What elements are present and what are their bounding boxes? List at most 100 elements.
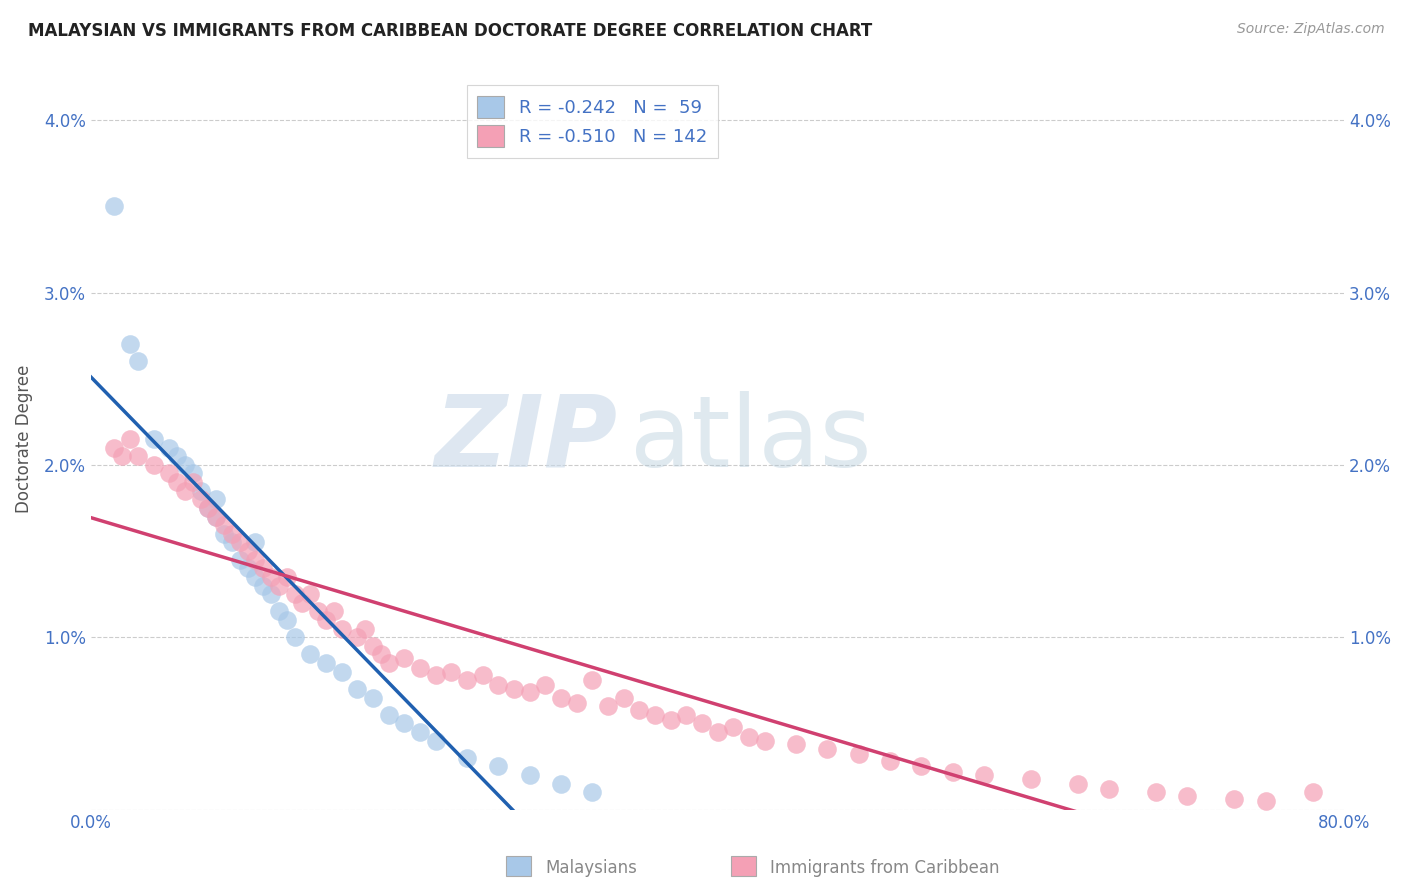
Point	[267, 604, 290, 618]
Point	[315, 656, 337, 670]
Point	[190, 483, 212, 498]
Point	[377, 656, 399, 670]
Point	[519, 685, 541, 699]
Text: ZIP: ZIP	[434, 391, 617, 488]
Text: Source: ZipAtlas.com: Source: ZipAtlas.com	[1237, 22, 1385, 37]
Point	[754, 733, 776, 747]
Point	[628, 703, 651, 717]
Point	[613, 690, 636, 705]
Point	[1098, 781, 1121, 796]
Point	[212, 518, 235, 533]
Point	[409, 725, 432, 739]
Point	[519, 768, 541, 782]
Point	[644, 707, 666, 722]
Point	[236, 544, 259, 558]
Point	[322, 604, 344, 618]
Point	[260, 587, 283, 601]
Point	[370, 648, 392, 662]
Point	[157, 441, 180, 455]
Point	[330, 622, 353, 636]
Point	[471, 668, 494, 682]
Point	[1302, 785, 1324, 799]
Point	[1223, 792, 1246, 806]
Point	[1144, 785, 1167, 799]
Point	[221, 526, 243, 541]
Point	[1019, 772, 1042, 786]
Point	[377, 707, 399, 722]
Point	[675, 707, 697, 722]
Point	[174, 458, 197, 472]
Point	[394, 716, 416, 731]
Point	[596, 699, 619, 714]
Point	[486, 678, 509, 692]
Point	[221, 535, 243, 549]
Legend: R = -0.242   N =  59, R = -0.510   N = 142: R = -0.242 N = 59, R = -0.510 N = 142	[467, 85, 718, 158]
Point	[127, 354, 149, 368]
Point	[879, 754, 901, 768]
Point	[103, 199, 125, 213]
Point	[425, 668, 447, 682]
Point	[721, 720, 744, 734]
Point	[565, 696, 588, 710]
Point	[315, 613, 337, 627]
Point	[1177, 789, 1199, 803]
Point	[910, 759, 932, 773]
Point	[394, 651, 416, 665]
Point	[456, 673, 478, 688]
Point	[205, 509, 228, 524]
Point	[941, 764, 963, 779]
Point	[299, 587, 322, 601]
Point	[425, 733, 447, 747]
Point	[706, 725, 728, 739]
Point	[848, 747, 870, 762]
Point	[181, 467, 204, 481]
Point	[190, 492, 212, 507]
Point	[534, 678, 557, 692]
Point	[127, 450, 149, 464]
Point	[284, 630, 307, 644]
Point	[440, 665, 463, 679]
Point	[229, 535, 252, 549]
Point	[659, 713, 682, 727]
Point	[245, 535, 267, 549]
Point	[252, 561, 274, 575]
Point	[205, 492, 228, 507]
Point	[307, 604, 329, 618]
Point	[409, 661, 432, 675]
Point	[267, 578, 290, 592]
Point	[973, 768, 995, 782]
Text: Immigrants from Caribbean: Immigrants from Caribbean	[770, 859, 1000, 877]
Point	[197, 500, 219, 515]
Point	[276, 570, 298, 584]
Point	[181, 475, 204, 489]
Point	[197, 500, 219, 515]
Point	[1067, 777, 1090, 791]
Point	[690, 716, 713, 731]
Point	[785, 737, 807, 751]
Point	[166, 450, 188, 464]
Point	[346, 630, 368, 644]
Text: Malaysians: Malaysians	[546, 859, 637, 877]
Point	[205, 509, 228, 524]
Point	[157, 467, 180, 481]
Point	[550, 777, 572, 791]
Point	[120, 432, 142, 446]
Point	[252, 578, 274, 592]
Point	[361, 639, 384, 653]
Point	[486, 759, 509, 773]
Point	[284, 587, 307, 601]
Point	[361, 690, 384, 705]
Point	[245, 570, 267, 584]
Point	[229, 552, 252, 566]
Point	[581, 785, 603, 799]
Point	[236, 561, 259, 575]
Point	[581, 673, 603, 688]
Point	[330, 665, 353, 679]
Point	[103, 441, 125, 455]
Point	[111, 450, 134, 464]
Point	[166, 475, 188, 489]
Point	[299, 648, 322, 662]
Point	[550, 690, 572, 705]
Point	[212, 526, 235, 541]
Point	[354, 622, 377, 636]
